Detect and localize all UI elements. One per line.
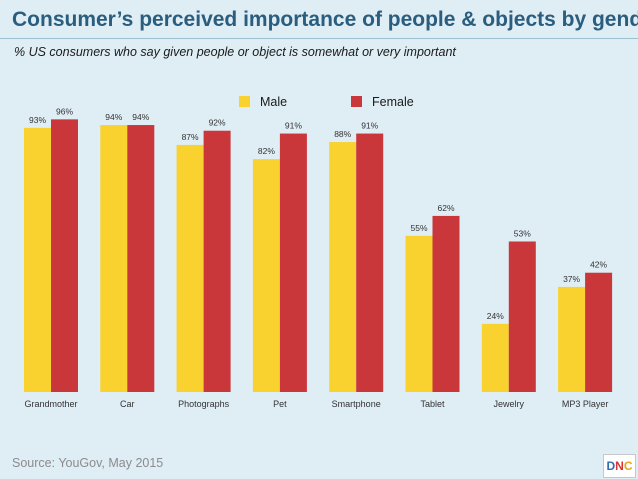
data-label-female: 94% [132,112,149,122]
bar-male [405,235,433,392]
legend-swatch-male [239,96,250,107]
data-label-female: 91% [285,121,302,131]
data-label-male: 93% [29,115,46,125]
bar-male [100,125,128,392]
data-label-male: 88% [334,129,351,139]
data-label-female: 91% [361,121,378,131]
bar-male [176,144,204,392]
data-label-female: 53% [514,228,531,238]
bar-male [481,323,509,392]
bar-male [252,159,280,392]
data-label-male: 37% [563,274,580,284]
logo-letter-n: N [615,459,624,473]
category-label: Tablet [420,399,445,409]
data-label-female: 62% [437,203,454,213]
bar-female [585,272,613,392]
bar-female [279,133,307,392]
category-label: Grandmother [24,399,77,409]
source-note: Source: YouGov, May 2015 [12,456,164,470]
category-label: Smartphone [332,399,381,409]
data-label-male: 87% [182,132,199,142]
bar-male [329,142,357,392]
bar-female [51,119,78,393]
data-label-male: 55% [410,223,427,233]
data-label-female: 92% [209,118,226,128]
chart-subtitle: % US consumers who say given people or o… [14,45,456,59]
data-label-male: 24% [487,311,504,321]
bar-female [508,241,536,392]
data-label-male: 94% [105,112,122,122]
chart-title: Consumer’s perceived importance of peopl… [12,8,638,31]
data-label-male: 82% [258,146,275,156]
legend-swatch-female [351,96,362,107]
legend-label-female: Female [372,95,414,109]
bar-female [356,133,384,392]
bar-male [558,286,586,392]
category-label: Jewelry [494,399,525,409]
data-label-female: 96% [56,106,73,116]
category-label: MP3 Player [562,399,609,409]
bar-female [432,215,460,392]
logo-letter-c: C [623,459,633,473]
category-label: Car [120,399,135,409]
category-label: Photographs [178,399,230,409]
category-label: Pet [273,399,287,409]
bar-female [127,125,155,392]
logo-letter-d: D [606,459,616,473]
data-label-female: 42% [590,260,607,270]
legend-label-male: Male [260,95,287,109]
title-divider [0,38,638,39]
bar-female [203,130,231,392]
bar-male [24,127,51,392]
